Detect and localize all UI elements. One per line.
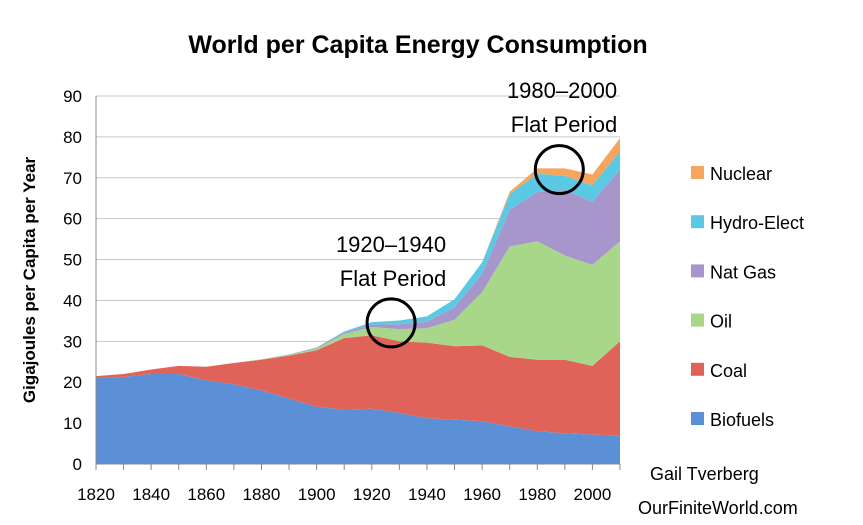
annotations: 1920–1940 Flat Period 1980–2000 Flat Period: [336, 78, 617, 349]
y-tick-40: 40: [63, 291, 82, 310]
annotation-line1-1: 1920–1940: [336, 232, 446, 257]
annotation-circle-2: [533, 144, 585, 196]
legend-label-coal: Coal: [710, 361, 747, 381]
legend-swatch-oil: [691, 313, 704, 327]
y-tick-80: 80: [63, 128, 82, 147]
legend-swatch-hydro-elect: [691, 215, 704, 229]
legend-label-nuclear: Nuclear: [710, 164, 772, 184]
x-tick-1900: 1900: [298, 485, 336, 504]
legend-swatch-coal: [691, 362, 704, 376]
annotation-circle-1: [365, 297, 417, 349]
legend-label-biofuels: Biofuels: [710, 410, 774, 430]
legend-label-nat-gas: Nat Gas: [710, 262, 776, 282]
stacked-areas: [96, 138, 620, 464]
area-biofuels: [96, 374, 620, 464]
legend-swatch-nuclear: [691, 166, 704, 179]
y-tick-20: 20: [63, 373, 82, 392]
annotation-line2-2: Flat Period: [511, 112, 617, 137]
axes: [95, 96, 621, 470]
y-axis-label: Gigajoules per Capita per Year: [20, 156, 39, 403]
y-tick-50: 50: [63, 251, 82, 270]
x-tick-1880: 1880: [243, 485, 281, 504]
x-tick-1840: 1840: [132, 485, 170, 504]
legend-label-hydro-elect: Hydro-Elect: [710, 213, 804, 233]
y-tick-labels: 0 10 20 30 40 50 60 70 80 90: [63, 87, 82, 474]
area-coal: [96, 335, 620, 436]
credit-author: Gail Tverberg: [650, 464, 759, 484]
x-tick-1960: 1960: [463, 485, 501, 504]
x-tick-1820: 1820: [77, 485, 115, 504]
x-tick-labels: 1820 1840 1860 1880 1900 1920 1940 1960 1980 2000: [77, 485, 611, 504]
x-tick-1980: 1980: [518, 485, 556, 504]
x-tick-1860: 1860: [187, 485, 225, 504]
y-tick-60: 60: [63, 210, 82, 229]
legend-label-oil: Oil: [710, 312, 732, 332]
y-tick-30: 30: [63, 332, 82, 351]
annotation-line2-1: Flat Period: [340, 266, 446, 291]
annotation-line1-2: 1980–2000: [507, 78, 617, 103]
legend: Nuclear Hydro-Elect Nat Gas Oil Coal Biofuels: [691, 164, 804, 430]
y-tick-90: 90: [63, 87, 82, 106]
area-oil: [96, 241, 620, 377]
y-tick-70: 70: [63, 169, 82, 188]
x-tick-1940: 1940: [408, 485, 446, 504]
credit-site: OurFiniteWorld.com: [638, 498, 798, 518]
x-tick-1920: 1920: [353, 485, 391, 504]
y-tick-0: 0: [73, 455, 82, 474]
legend-swatch-nat-gas: [691, 264, 704, 278]
x-tick-2000: 2000: [574, 485, 612, 504]
chart-title: World per Capita Energy Consumption: [188, 31, 647, 59]
y-tick-10: 10: [63, 414, 82, 433]
legend-swatch-biofuels: [691, 412, 704, 425]
